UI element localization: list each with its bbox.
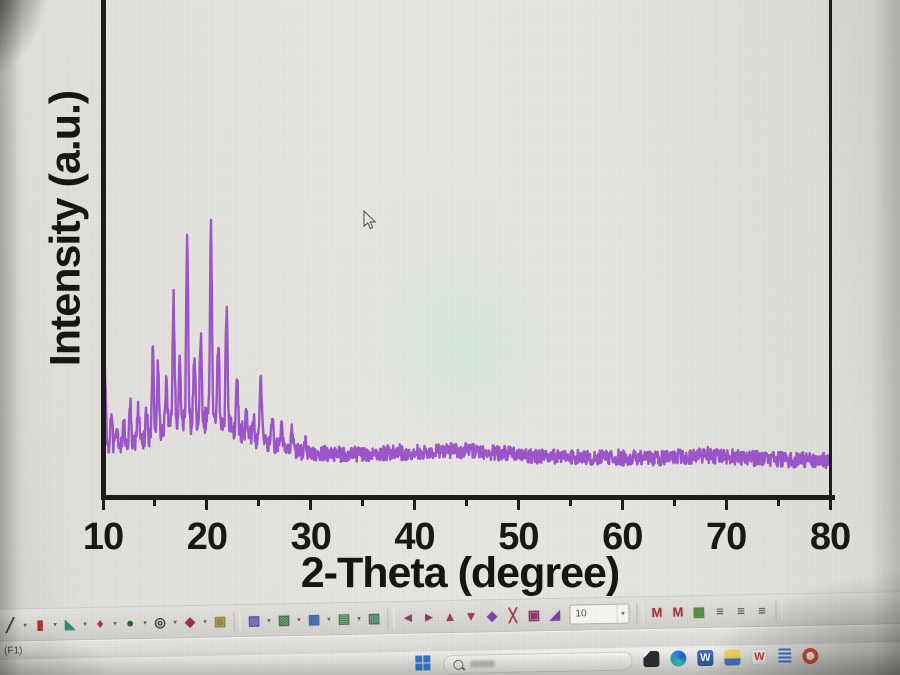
x-tick-60 bbox=[620, 500, 624, 510]
column-plot-icon[interactable]: ▮ bbox=[36, 616, 44, 632]
surface-3d-plot-icon[interactable]: ▨ bbox=[247, 612, 261, 628]
toolbar-separator bbox=[775, 599, 783, 621]
x-minor-tick-65 bbox=[672, 500, 676, 506]
line-plot-icon-dropdown[interactable]: ▾ bbox=[23, 621, 27, 629]
windows-start-button[interactable] bbox=[415, 655, 431, 671]
wps-office-icon[interactable]: W bbox=[751, 648, 768, 666]
x-tick-10 bbox=[101, 500, 105, 510]
stock-plot-icon-dropdown[interactable]: ▾ bbox=[113, 620, 117, 628]
edge-browser-icon[interactable] bbox=[670, 650, 687, 667]
align-left-icon[interactable]: ≡ bbox=[715, 603, 724, 619]
box-plot-icon-dropdown[interactable]: ▾ bbox=[203, 618, 207, 626]
search-text-blur bbox=[470, 660, 495, 668]
stock-plot-icon[interactable]: ♦ bbox=[96, 615, 104, 631]
toolbar-separator bbox=[233, 610, 241, 631]
taskbar-search-box[interactable] bbox=[443, 651, 633, 675]
x-tick-40 bbox=[413, 500, 417, 510]
wireframe-3d-plot-icon[interactable]: ▧ bbox=[277, 611, 291, 627]
tilt-down-icon[interactable]: ▼ bbox=[464, 607, 478, 624]
x-minor-tick-55 bbox=[568, 500, 572, 506]
x-tick-70 bbox=[724, 500, 728, 510]
tilt-up-icon[interactable]: ▲ bbox=[443, 608, 457, 624]
word-icon[interactable]: W bbox=[697, 649, 714, 667]
polar-plot-icon-dropdown[interactable]: ▾ bbox=[173, 618, 177, 626]
area-plot-icon[interactable]: ◣ bbox=[64, 615, 76, 632]
right-frame-line bbox=[829, 0, 832, 500]
x-axis-label: 2-Theta (degree) bbox=[300, 549, 621, 597]
x-tick-30 bbox=[309, 500, 313, 510]
x-tick-50 bbox=[516, 500, 520, 510]
font-size-value: 10 bbox=[575, 608, 587, 620]
x-minor-tick-75 bbox=[776, 500, 780, 506]
search-icon bbox=[453, 659, 464, 670]
document-icon[interactable] bbox=[778, 648, 792, 665]
app-badge-icon[interactable] bbox=[802, 647, 819, 665]
line-plot-icon[interactable]: ╱ bbox=[5, 617, 15, 633]
y-axis-label: Intensity (a.u.) bbox=[41, 90, 90, 367]
x-minor-tick-25 bbox=[257, 500, 261, 506]
grid-snap-icon[interactable]: ▦ bbox=[692, 603, 706, 619]
insert-graph-icon[interactable]: ▥ bbox=[367, 609, 381, 626]
shrink-3d-icon[interactable]: ▣ bbox=[527, 606, 541, 622]
wireframe-3d-plot-icon-dropdown[interactable]: ▾ bbox=[297, 616, 301, 624]
pie-plot-icon[interactable]: ● bbox=[125, 614, 135, 630]
rotate-right-icon[interactable]: ► bbox=[422, 608, 436, 625]
y-axis-line bbox=[101, 0, 106, 500]
align-right-icon[interactable]: ≡ bbox=[757, 602, 766, 618]
perspective-3d-icon[interactable]: ◢ bbox=[549, 606, 561, 622]
box-plot-icon[interactable]: ◆ bbox=[184, 613, 196, 629]
resize-3d-icon[interactable]: ◆ bbox=[486, 607, 498, 623]
status-hint-text: (F1) bbox=[3, 644, 23, 657]
image-plot-icon[interactable]: ▤ bbox=[337, 610, 351, 626]
font-size-combobox[interactable]: 10 ▾ bbox=[569, 602, 630, 625]
rotate-left-icon[interactable]: ◄ bbox=[401, 609, 415, 625]
surface-3d-plot-icon-dropdown[interactable]: ▾ bbox=[267, 616, 271, 625]
task-view-icon[interactable] bbox=[643, 650, 660, 668]
pie-plot-icon-dropdown[interactable]: ▾ bbox=[143, 619, 147, 627]
x-minor-tick-45 bbox=[465, 500, 468, 506]
align-center-icon[interactable]: ≡ bbox=[736, 602, 745, 618]
column-plot-icon-dropdown[interactable]: ▾ bbox=[53, 621, 57, 629]
file-explorer-icon[interactable] bbox=[724, 649, 741, 666]
image-plot-icon-dropdown[interactable]: ▾ bbox=[357, 615, 361, 623]
toolbar-separator bbox=[636, 602, 644, 623]
polar-plot-icon[interactable]: ◎ bbox=[154, 614, 166, 630]
area-plot-icon-dropdown[interactable]: ▾ bbox=[83, 620, 87, 628]
contour-plot-icon-dropdown[interactable]: ▾ bbox=[327, 615, 331, 623]
merge-layers-icon[interactable]: M bbox=[672, 603, 684, 620]
master-layer-icon[interactable]: M bbox=[651, 604, 663, 620]
template-plot-icon[interactable]: ▣ bbox=[213, 612, 227, 629]
x-minor-tick-15 bbox=[153, 500, 157, 506]
toolbar-separator bbox=[387, 607, 395, 628]
combobox-dropdown-icon[interactable]: ▾ bbox=[616, 604, 629, 623]
stretch-3d-icon[interactable]: ╳ bbox=[508, 607, 518, 623]
x-minor-tick-35 bbox=[361, 500, 365, 506]
x-tick-80 bbox=[828, 500, 832, 510]
contour-plot-icon[interactable]: ▦ bbox=[307, 611, 321, 627]
mouse-cursor bbox=[363, 210, 377, 230]
x-tick-20 bbox=[205, 500, 209, 510]
